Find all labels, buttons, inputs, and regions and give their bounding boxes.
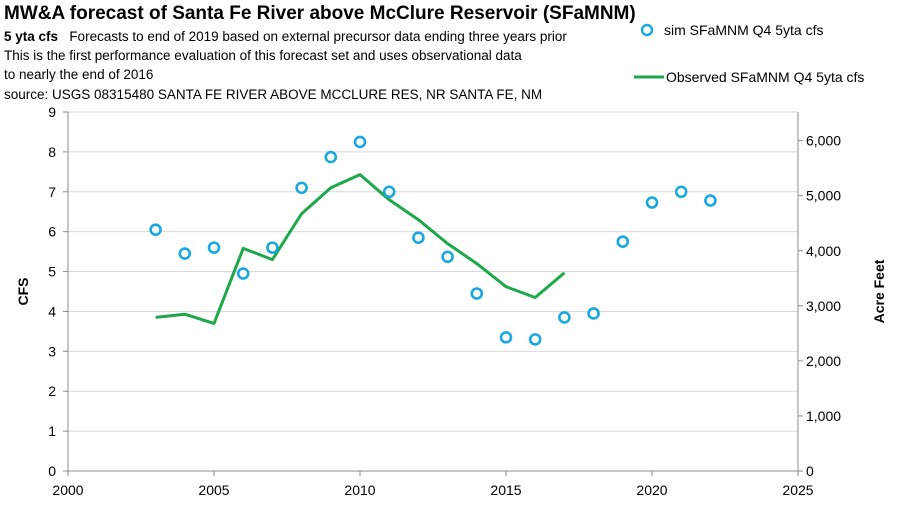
sim-point-2016 <box>528 333 542 346</box>
y-tick-label-6: 6 <box>48 224 56 240</box>
y-tick-label-2: 2 <box>48 383 56 399</box>
y-tick-label-8: 8 <box>48 144 56 160</box>
sim-point-2018 <box>587 307 600 320</box>
sim-point-2007 <box>266 241 279 254</box>
y-tick-label-1: 1 <box>48 423 56 439</box>
y2-tick-label-2000: 2,000 <box>806 353 841 369</box>
y-axis-label: CFS <box>15 278 31 306</box>
sim-series <box>149 135 717 346</box>
x-tick-label-2025: 2025 <box>782 482 813 498</box>
sim-point-2003 <box>149 223 162 236</box>
legend-line-observed <box>634 75 664 79</box>
sim-point-2005 <box>207 241 221 254</box>
chart-subtitle-line-3: to nearly the end of 2016 <box>4 67 154 82</box>
legend-item-sim: sim SFaMNM Q4 5yta cfs <box>640 22 823 38</box>
chart-title: MW&A forecast of Santa Fe River above Mc… <box>4 3 636 24</box>
x-tick-label-2015: 2015 <box>490 482 521 498</box>
tick-labels: 2000 2005 2010 2015 2020 2025 0 1 2 3 4 5 6 7 8 9 0 1,000… <box>48 104 841 498</box>
sim-point-2021 <box>674 185 688 199</box>
sim-point-2012 <box>412 231 425 244</box>
x-tick-label-2000: 2000 <box>52 482 83 498</box>
y2-axis-label: Acre Feet <box>871 259 887 323</box>
sim-point-2017 <box>558 311 571 324</box>
sim-point-2020 <box>645 196 659 209</box>
sim-point-2014 <box>470 287 484 300</box>
sim-point-2009 <box>324 150 338 164</box>
observed-line <box>155 173 566 325</box>
legend-marker-sim <box>640 23 654 37</box>
x-tick-label-2005: 2005 <box>198 482 229 498</box>
sim-point-2011 <box>382 185 396 199</box>
y-tick-label-4: 4 <box>48 303 56 319</box>
grid-lines <box>68 111 798 432</box>
y-tick-label-7: 7 <box>48 184 56 200</box>
legend-label-observed: Observed SFaMNM Q4 5yta cfs <box>666 69 865 85</box>
sim-point-2015 <box>499 331 513 344</box>
chart-subtitle-bold: 5 yta cfs <box>4 29 59 44</box>
y-tick-label-0: 0 <box>48 463 56 479</box>
y2-tick-label-5000: 5,000 <box>806 188 841 204</box>
y-tick-label-5: 5 <box>48 264 56 280</box>
legend-label-sim: sim SFaMNM Q4 5yta cfs <box>664 22 824 38</box>
y-tick-label-9: 9 <box>48 104 56 120</box>
sim-point-2006 <box>236 267 250 280</box>
x-tick-label-2010: 2010 <box>344 482 375 498</box>
chart-subtitle-line-1: 5 yta cfs Forecasts to end of 2019 based… <box>4 29 567 44</box>
y-tick-label-3: 3 <box>48 343 56 359</box>
observed-series <box>155 173 566 325</box>
legend-item-observed: Observed SFaMNM Q4 5yta cfs <box>634 69 864 85</box>
chart-subtitle-text-1: Forecasts to end of 2019 based on extern… <box>69 29 567 44</box>
sim-point-2022 <box>704 194 717 207</box>
chart-source-line: source: USGS 08315480 SANTA FE RIVER ABO… <box>4 87 543 102</box>
y2-tick-label-3000: 3,000 <box>806 298 841 314</box>
y2-tick-label-0: 0 <box>806 463 814 479</box>
y2-tick-label-6000: 6,000 <box>806 133 841 149</box>
sim-point-2010 <box>353 135 367 149</box>
sim-point-2013 <box>441 250 454 264</box>
chart-subtitle-line-2: This is the first performance evaluation… <box>4 48 522 63</box>
sim-point-2019 <box>616 235 630 248</box>
sim-point-2004 <box>178 247 192 260</box>
y2-tick-label-1000: 1,000 <box>806 408 841 424</box>
y2-tick-label-4000: 4,000 <box>806 243 841 259</box>
axes <box>63 111 803 476</box>
sim-point-2008 <box>295 181 308 195</box>
x-tick-label-2020: 2020 <box>636 482 667 498</box>
